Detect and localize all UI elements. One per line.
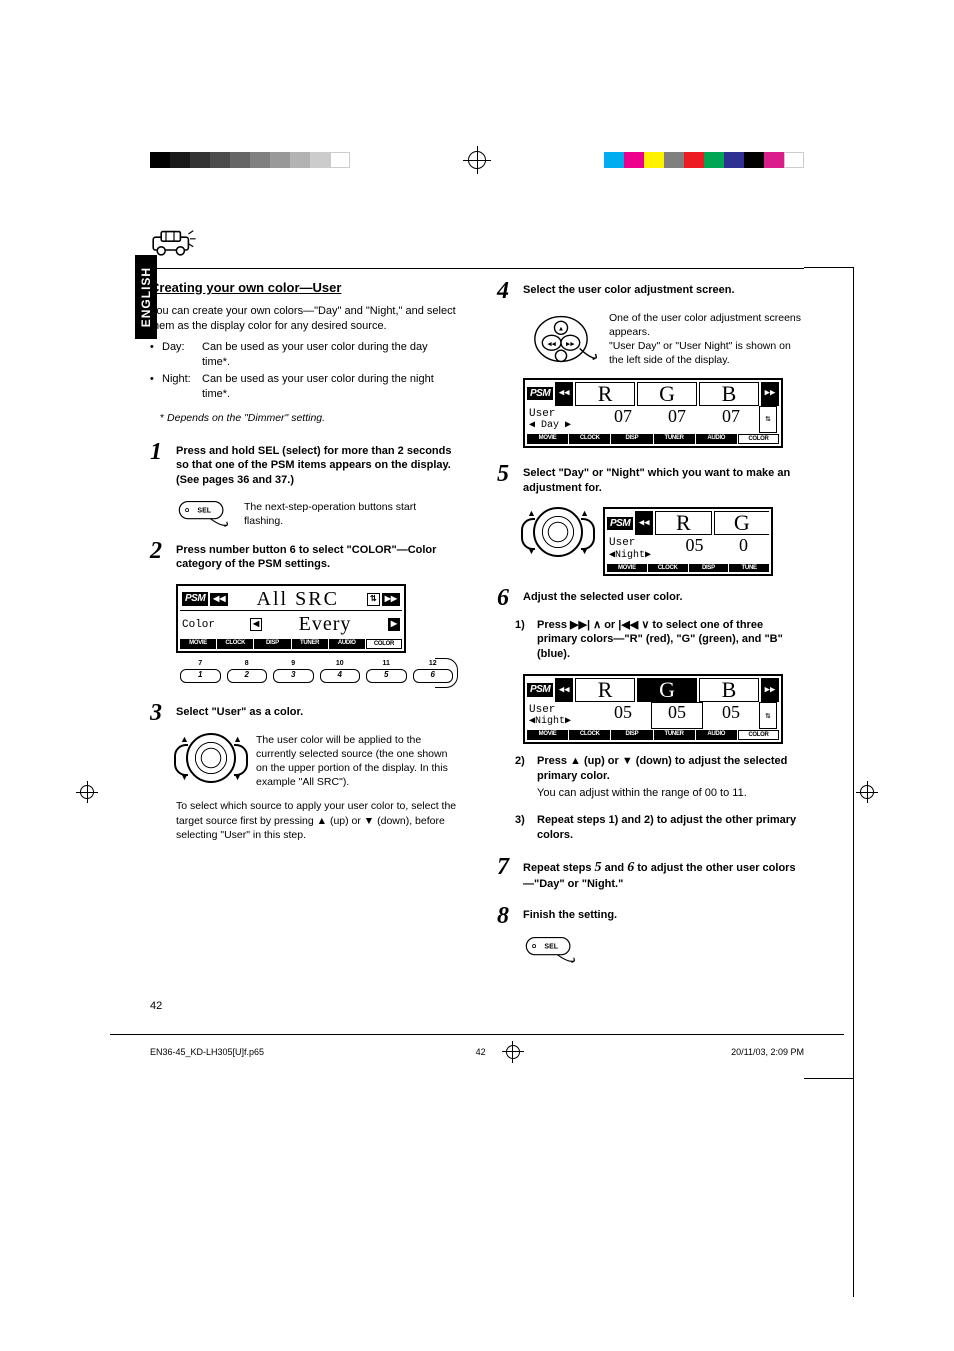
bullet-val: Can be used as your user color during th… [202,340,457,370]
step-3: 3 Select "User" as a color. [150,701,457,725]
color-strip-right [604,152,804,168]
bullet-key: Night: [162,372,202,402]
bullet-val: Can be used as your user color during th… [202,372,457,402]
lcd-display-user-night: PSM ◀◀ R G B ▶▶ User ◀Night▶ 05 05 05 [523,674,783,744]
dial-icon: ▲▼ ▲▼ [533,507,583,557]
dial-icon: ▲▼ ▲▼ [186,733,236,783]
bullet-key: Day: [162,340,202,370]
lcd-display-color: PSM ◀◀ All SRC ⇅ ▶▶ Color ◀ Every ▶ MOVI… [176,584,406,653]
language-tab: ENGLISH [135,255,157,339]
lcd-display-user-night-partial: PSM ◀◀ R G User ◀Night▶ 05 0 [603,507,773,575]
color-strip-left [150,152,350,168]
footnote: * Depends on the "Dimmer" setting. [160,411,457,425]
step-6-sublist: 1) Press ▶▶| ∧ or |◀◀ ∨ to select one of… [497,618,804,663]
step-1: 1 Press and hold SEL (select) for more t… [150,440,457,493]
step-7: 7 Repeat steps 5 and 6 to adjust the oth… [497,855,804,897]
step-8: 8 Finish the setting. [497,904,804,928]
number-buttons: 718293104115126 [176,659,457,682]
seek-button-icon: ▲ ◀◀ ▶▶ [523,311,599,367]
svg-text:SEL: SEL [197,508,211,515]
svg-text:◀◀: ◀◀ [547,341,556,347]
step-4: 4 Select the user color adjustment scree… [497,279,804,303]
step-3-para: To select which source to apply your use… [176,799,457,842]
step-3-caption: The user color will be applied to the cu… [256,733,457,790]
section-title: Creating your own color—User [150,279,457,297]
footer-page: 42 [476,1046,486,1058]
header-row [150,225,804,269]
footer-date: 20/11/03, 2:09 PM [731,1046,804,1058]
step-6-sublist-cont: 2) Press ▲ (up) or ▼ (down) to adjust th… [497,754,804,842]
bullet-list: • Day: Can be used as your user color du… [150,340,457,401]
sel-button-icon: SEL [523,936,581,964]
step-6: 6 Adjust the selected user color. [497,586,804,610]
crop-guide-right [834,267,854,1297]
registration-target-top [468,151,486,169]
svg-text:SEL: SEL [544,944,558,951]
sel-button-icon: SEL [176,500,234,528]
registration-target-bottom [506,1045,520,1059]
page-number: 42 [150,999,804,1014]
step-2: 2 Press number button 6 to select "COLOR… [150,539,457,577]
car-icon [150,225,198,259]
right-column: 4 Select the user color adjustment scree… [497,279,804,969]
svg-text:▲: ▲ [558,325,564,332]
left-column: Creating your own color—User You can cre… [150,279,457,969]
step-5: 5 Select "Day" or "Night" which you want… [497,462,804,500]
intro-text: You can create your own colors—"Day" and… [150,304,457,334]
registration-marks-top [0,135,954,185]
step-4-caption: One of the user color adjustment screens… [609,311,804,368]
step-1-caption: The next-step-operation buttons start fl… [244,500,457,528]
lcd-display-user-day: PSM ◀◀ R G B ▶▶ User ◀ Day ▶ 07 07 07 [523,378,783,448]
svg-text:▶▶: ▶▶ [566,341,575,347]
crop-mark-br [804,1049,854,1079]
footer-file: EN36-45_KD-LH305[U]f.p65 [150,1046,264,1058]
